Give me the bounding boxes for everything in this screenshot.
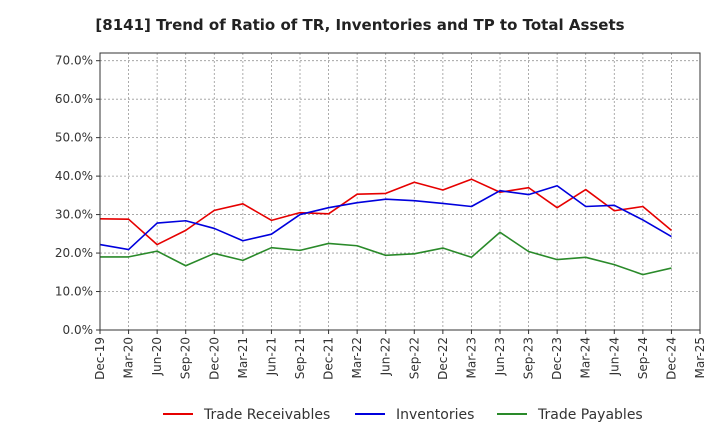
series-line bbox=[99, 184, 672, 251]
x-tick-label: Jun-23 bbox=[493, 337, 507, 376]
series-line bbox=[100, 231, 672, 276]
y-tick-label: 70.0% bbox=[55, 54, 93, 68]
series-layer bbox=[99, 178, 672, 276]
chart-title: [8141] Trend of Ratio of TR, Inventories… bbox=[95, 16, 624, 34]
x-tick-label: Mar-25 bbox=[693, 337, 707, 378]
x-tick-label: Dec-19 bbox=[93, 337, 107, 380]
x-tick-label: Sep-20 bbox=[179, 337, 193, 379]
legend-label: Inventories bbox=[396, 407, 474, 423]
x-tick-label: Jun-21 bbox=[264, 337, 278, 376]
y-tick-label: 20.0% bbox=[55, 246, 93, 260]
y-tick-label: 60.0% bbox=[55, 92, 93, 106]
x-tick-label: Mar-20 bbox=[122, 337, 136, 378]
legend: Trade Receivables Inventories Trade Payabl… bbox=[163, 407, 643, 423]
legend-item: Trade Payables bbox=[497, 407, 643, 423]
x-tick-label: Dec-22 bbox=[436, 337, 450, 380]
x-axis: Dec-19 Mar-20 Jun-20 Sep-20 Dec-20 Mar-21 Jun-… bbox=[93, 330, 707, 380]
x-tick-label: Mar-23 bbox=[464, 337, 478, 378]
y-tick-label: 10.0% bbox=[55, 285, 93, 299]
x-tick-label: Dec-24 bbox=[664, 337, 678, 380]
x-tick-label: Dec-20 bbox=[207, 337, 221, 380]
x-tick-label: Dec-23 bbox=[550, 337, 564, 380]
plot-frame bbox=[99, 52, 701, 331]
x-tick-label: Sep-21 bbox=[293, 337, 307, 379]
y-tick-label: 30.0% bbox=[55, 208, 93, 222]
legend-label: Trade Payables bbox=[537, 407, 643, 423]
x-tick-label: Jun-22 bbox=[379, 337, 393, 376]
x-tick-label: Dec-21 bbox=[322, 337, 336, 380]
y-axis: 0.0% 10.0% 20.0% 30.0% 40.0% 50.0% 60.0% 70.0% bbox=[55, 54, 100, 337]
legend-item: Inventories bbox=[355, 407, 474, 423]
x-tick-label: Sep-23 bbox=[522, 337, 536, 379]
y-tick-label: 40.0% bbox=[55, 169, 93, 183]
x-tick-label: Mar-24 bbox=[579, 337, 593, 378]
x-tick-label: Jun-20 bbox=[150, 337, 164, 376]
x-tick-label: Mar-21 bbox=[236, 337, 250, 378]
grid-layer bbox=[99, 53, 701, 331]
legend-label: Trade Receivables bbox=[203, 407, 330, 423]
y-tick-label: 0.0% bbox=[63, 323, 94, 337]
legend-item: Trade Receivables bbox=[163, 407, 330, 423]
x-tick-label: Jun-24 bbox=[607, 337, 621, 376]
x-tick-label: Mar-22 bbox=[350, 337, 364, 378]
y-tick-label: 50.0% bbox=[55, 131, 93, 145]
x-tick-label: Sep-22 bbox=[407, 337, 421, 379]
x-tick-label: Sep-24 bbox=[636, 337, 650, 379]
